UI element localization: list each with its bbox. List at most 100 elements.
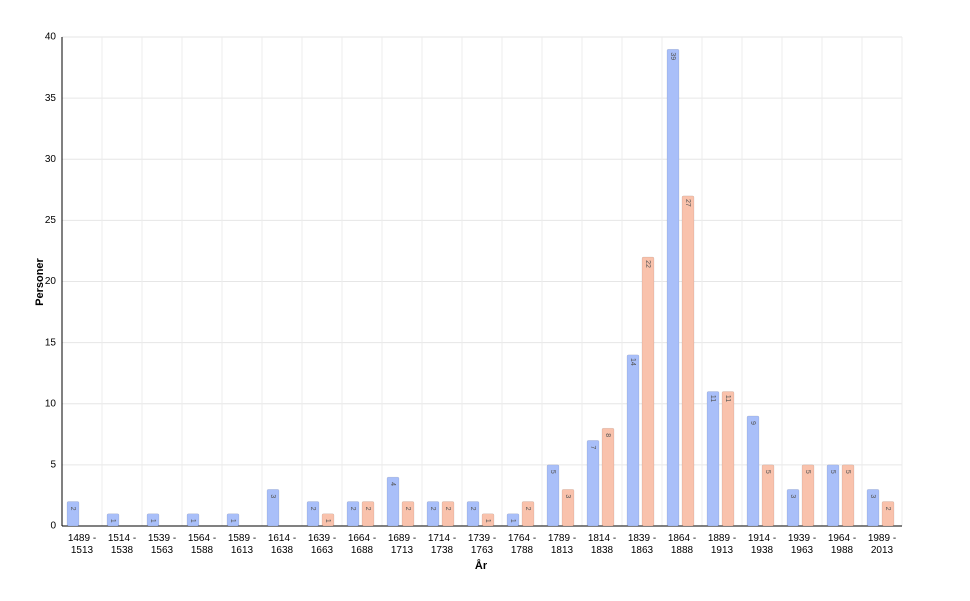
data-label: 27 (684, 199, 691, 207)
x-tick-label: 1714 - 1738 (427, 533, 457, 556)
x-tick-label: 1639 - 1663 (307, 533, 337, 556)
bar (826, 464, 840, 527)
x-tick-label: 1614 - 1638 (267, 533, 297, 556)
data-label: 5 (844, 470, 851, 474)
data-label: 2 (524, 507, 531, 511)
x-tick-label: 1789 - 1813 (547, 533, 577, 556)
data-label: 3 (869, 494, 876, 498)
bar (801, 464, 815, 527)
bar (441, 501, 455, 527)
y-tick-label: 35 (45, 93, 57, 104)
data-label: 5 (549, 470, 556, 474)
bar (466, 501, 480, 527)
data-label: 9 (749, 421, 756, 425)
data-label: 1 (109, 519, 116, 523)
x-tick-label: 1964 - 1988 (827, 533, 857, 556)
data-label: 3 (789, 494, 796, 498)
x-tick-label: 1689 - 1713 (387, 533, 417, 556)
data-label: 5 (764, 470, 771, 474)
data-label: 2 (444, 507, 451, 511)
x-tick-label: 1739 - 1763 (467, 533, 497, 556)
data-label: 1 (509, 519, 516, 523)
y-axis-title: Personer (34, 257, 46, 305)
bar (641, 256, 655, 527)
data-label: 2 (404, 507, 411, 511)
y-tick-label: 40 (45, 32, 57, 43)
bar (321, 513, 335, 527)
data-label: 4 (389, 482, 396, 486)
bar (426, 501, 440, 527)
x-tick-label: 1914 - 1938 (747, 533, 777, 556)
bar (721, 391, 735, 527)
y-tick-label: 25 (45, 215, 57, 226)
bar (506, 513, 520, 527)
bar (346, 501, 360, 527)
data-label: 1 (229, 519, 236, 523)
data-label: 39 (669, 52, 676, 60)
bar (681, 195, 695, 527)
bar (481, 513, 495, 527)
x-tick-label: 1889 - 1913 (707, 533, 737, 556)
bar (386, 476, 400, 527)
y-tick-label: 10 (45, 398, 57, 409)
x-tick-label: 1664 - 1688 (347, 533, 377, 556)
bar (106, 513, 120, 527)
x-tick-label: 1539 - 1563 (147, 533, 177, 556)
y-tick-label: 0 (50, 521, 56, 532)
data-label: 5 (804, 470, 811, 474)
bar (746, 415, 760, 527)
y-tick-label: 30 (45, 154, 57, 165)
data-label: 2 (429, 507, 436, 511)
bar (601, 427, 615, 527)
x-tick-label: 1864 - 1888 (667, 533, 697, 556)
bar (586, 440, 600, 527)
bar (521, 501, 535, 527)
data-label: 1 (324, 519, 331, 523)
data-label: 22 (644, 260, 651, 268)
bar (546, 464, 560, 527)
data-label: 2 (364, 507, 371, 511)
x-tick-label: 1589 - 1613 (227, 533, 257, 556)
x-tick-label: 1514 - 1538 (107, 533, 137, 556)
bar (561, 489, 575, 527)
x-tick-label: 1764 - 1788 (507, 533, 537, 556)
bar (626, 354, 640, 527)
data-label: 2 (309, 507, 316, 511)
bar (866, 489, 880, 527)
bar (786, 489, 800, 527)
bar (66, 501, 80, 527)
bar (761, 464, 775, 527)
bar (146, 513, 160, 527)
bar (266, 489, 280, 527)
bar (186, 513, 200, 527)
bar (361, 501, 375, 527)
data-label: 5 (829, 470, 836, 474)
data-label: 2 (469, 507, 476, 511)
data-label: 2 (884, 507, 891, 511)
bar (226, 513, 240, 527)
data-label: 3 (564, 494, 571, 498)
x-tick-label: 1939 - 1963 (787, 533, 817, 556)
y-tick-label: 15 (45, 337, 57, 348)
data-label: 1 (189, 519, 196, 523)
data-label: 11 (724, 395, 731, 402)
data-label: 1 (149, 519, 156, 523)
data-label: 14 (629, 358, 636, 366)
x-tick-label: 1564 - 1588 (187, 533, 217, 556)
data-label: 2 (349, 507, 356, 511)
bar (306, 501, 320, 527)
bar (706, 391, 720, 527)
x-tick-label: 1989 - 2013 (867, 533, 897, 556)
bar (881, 501, 895, 527)
x-axis-title: År (475, 559, 488, 572)
bar (401, 501, 415, 527)
data-label: 3 (269, 494, 276, 498)
bar (841, 464, 855, 527)
bar (666, 48, 680, 527)
data-label: 7 (589, 445, 596, 449)
y-tick-label: 5 (50, 460, 56, 471)
x-tick-label: 1814 - 1838 (587, 533, 617, 556)
x-tick-label: 1489 - 1513 (67, 533, 97, 556)
